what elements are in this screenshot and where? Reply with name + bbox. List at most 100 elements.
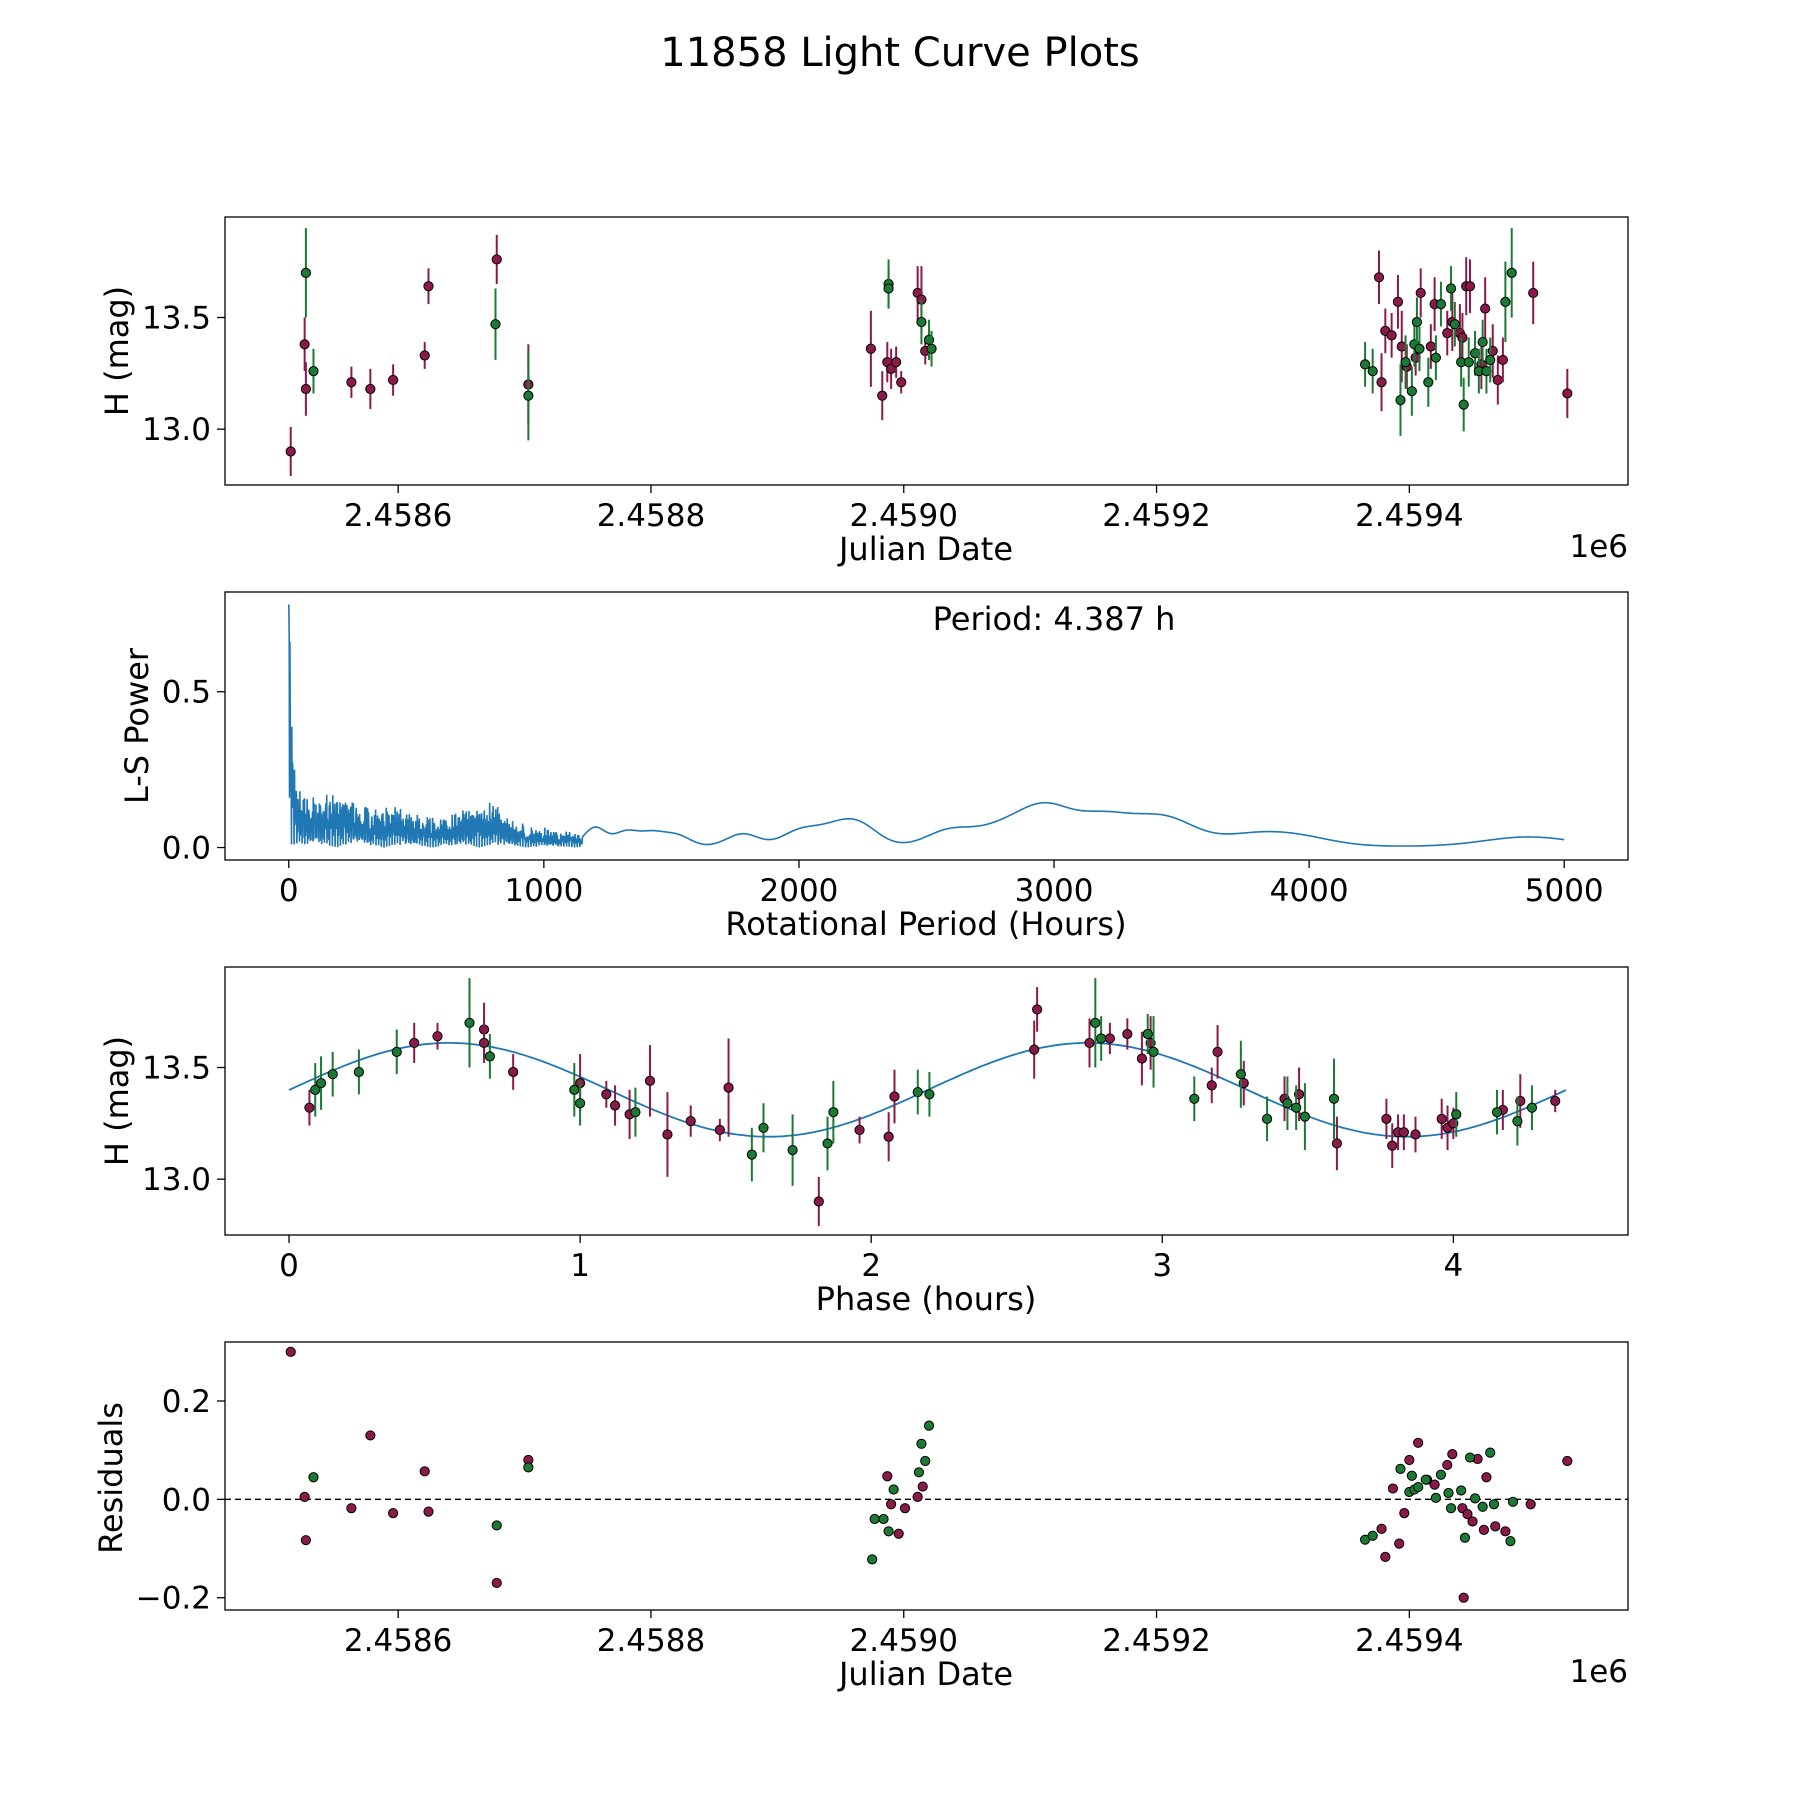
x-tick-label: 2.4592: [1102, 1623, 1210, 1659]
green-data-point: [1469, 1493, 1481, 1504]
lightcurve-offset-label: 1e6: [1569, 529, 1628, 565]
green-data-point: [1456, 1485, 1467, 1496]
green-data-point: [1458, 399, 1469, 410]
green-data-point: [1414, 343, 1425, 354]
magenta-data-point: [285, 1346, 296, 1357]
green-data-point: [1090, 1017, 1101, 1028]
magenta-data-point: [893, 1528, 904, 1539]
magenta-data-point: [432, 1031, 443, 1042]
residuals-offset-label: 1e6: [1569, 1654, 1628, 1690]
y-tick-label: 13.0: [142, 1162, 211, 1198]
x-tick-label: 2.4594: [1355, 498, 1463, 534]
magenta-data-point: [365, 383, 376, 395]
x-tick-label: 2.4590: [850, 1623, 958, 1659]
magenta-data-point: [388, 374, 399, 386]
magenta-data-point: [1528, 287, 1539, 299]
green-data-point: [923, 1420, 935, 1431]
green-data-point: [1261, 1113, 1273, 1124]
magenta-data-point: [1525, 1499, 1536, 1510]
magenta-data-point: [1381, 1113, 1392, 1124]
green-data-point: [924, 1089, 935, 1100]
magenta-data-point: [300, 1535, 311, 1546]
green-data-point: [1449, 319, 1460, 330]
green-data-point: [523, 1462, 534, 1473]
magenta-data-point: [877, 390, 888, 401]
magenta-data-point: [1429, 1479, 1440, 1490]
y-tick-label: 0.0: [162, 831, 211, 867]
green-data-point: [1491, 1107, 1503, 1118]
magenta-data-point: [1394, 1538, 1405, 1549]
magenta-data-point: [300, 383, 311, 395]
x-tick-label: 2.4586: [344, 1623, 452, 1659]
green-data-point: [1445, 1503, 1457, 1514]
magenta-data-point: [1410, 1129, 1421, 1140]
green-data-point: [1463, 357, 1474, 368]
y-tick-label: 0.2: [162, 1384, 211, 1420]
green-data-point: [916, 1438, 927, 1449]
green-data-point: [490, 319, 501, 330]
green-data-point: [1359, 359, 1371, 370]
magenta-data-point: [1562, 1455, 1573, 1467]
green-data-point: [1395, 395, 1406, 406]
magenta-data-point: [1122, 1028, 1133, 1040]
green-data-point: [912, 1086, 923, 1098]
lightcurve-panel: 2.4586 2.4588 2.4590 2.4592 2.4594 13.0 13.5 J…: [98, 216, 1629, 568]
green-data-point: [1235, 1069, 1246, 1080]
magenta-data-point: [1104, 1033, 1115, 1044]
green-data-point: [867, 1554, 878, 1565]
magenta-data-point: [1392, 296, 1404, 307]
magenta-data-point: [1029, 1044, 1040, 1055]
magenta-data-point: [854, 1124, 865, 1136]
green-data-point: [1485, 354, 1496, 366]
magenta-data-point: [299, 339, 310, 350]
green-data-point: [1142, 1028, 1153, 1040]
residuals-axes-frame: [224, 1341, 1629, 1611]
green-data-point: [1443, 1487, 1454, 1499]
green-data-point: [353, 1066, 364, 1078]
residuals-panel: 2.4586 2.4588 2.4590 2.4592 2.4594 −0.2 0.0 0.2…: [92, 1341, 1629, 1693]
periodogram-xlabel: Rotational Period (Hours): [725, 905, 1126, 943]
lightcurve-ticks: 2.4586 2.4588 2.4590 2.4592 2.4594 13.0 13.5: [142, 301, 1464, 535]
x-tick-label: 5000: [1525, 873, 1604, 909]
x-tick-label: 0: [279, 1248, 299, 1284]
magenta-data-point: [1398, 1127, 1409, 1138]
magenta-data-point: [886, 1499, 897, 1510]
green-data-point: [1148, 1046, 1159, 1057]
magenta-data-point: [1562, 388, 1573, 399]
green-data-point: [310, 1084, 321, 1095]
magenta-data-point: [714, 1124, 725, 1136]
magenta-data-point: [299, 1491, 310, 1502]
periodogram-axes-frame: [224, 591, 1629, 861]
residuals-xlabel: Julian Date: [837, 1655, 1013, 1693]
magenta-data-point: [1032, 1004, 1043, 1015]
magenta-data-point: [813, 1196, 824, 1207]
green-data-point: [869, 1513, 880, 1525]
x-tick-label: 2.4588: [597, 498, 705, 534]
y-tick-label: 0.0: [162, 1482, 211, 1518]
magenta-data-point: [723, 1082, 734, 1093]
magenta-data-point: [917, 1481, 928, 1492]
green-data-point: [630, 1107, 641, 1118]
lightcurve-ylabel: H (mag): [98, 286, 136, 416]
magenta-data-point: [889, 1091, 900, 1102]
green-data-point: [1328, 1093, 1340, 1104]
magenta-data-point: [1136, 1053, 1147, 1064]
x-tick-label: 2.4594: [1355, 1623, 1463, 1659]
green-data-point: [746, 1149, 757, 1160]
green-data-point: [1367, 1530, 1378, 1541]
magenta-data-point: [423, 1506, 434, 1517]
magenta-data-point: [1331, 1138, 1343, 1149]
green-data-point: [1435, 299, 1447, 310]
x-tick-label: 4: [1443, 1248, 1463, 1284]
magenta-data-point: [1436, 1113, 1447, 1124]
magenta-data-point: [1380, 1551, 1391, 1562]
green-data-point: [1459, 1532, 1471, 1543]
green-data-point: [1411, 316, 1423, 328]
green-data-point: [1506, 267, 1517, 278]
green-data-point: [1420, 1474, 1431, 1485]
magenta-data-point: [685, 1116, 696, 1127]
magenta-data-point: [346, 377, 357, 388]
green-data-point: [787, 1145, 798, 1156]
x-tick-label: 3: [1152, 1248, 1172, 1284]
green-data-point: [1430, 352, 1441, 363]
